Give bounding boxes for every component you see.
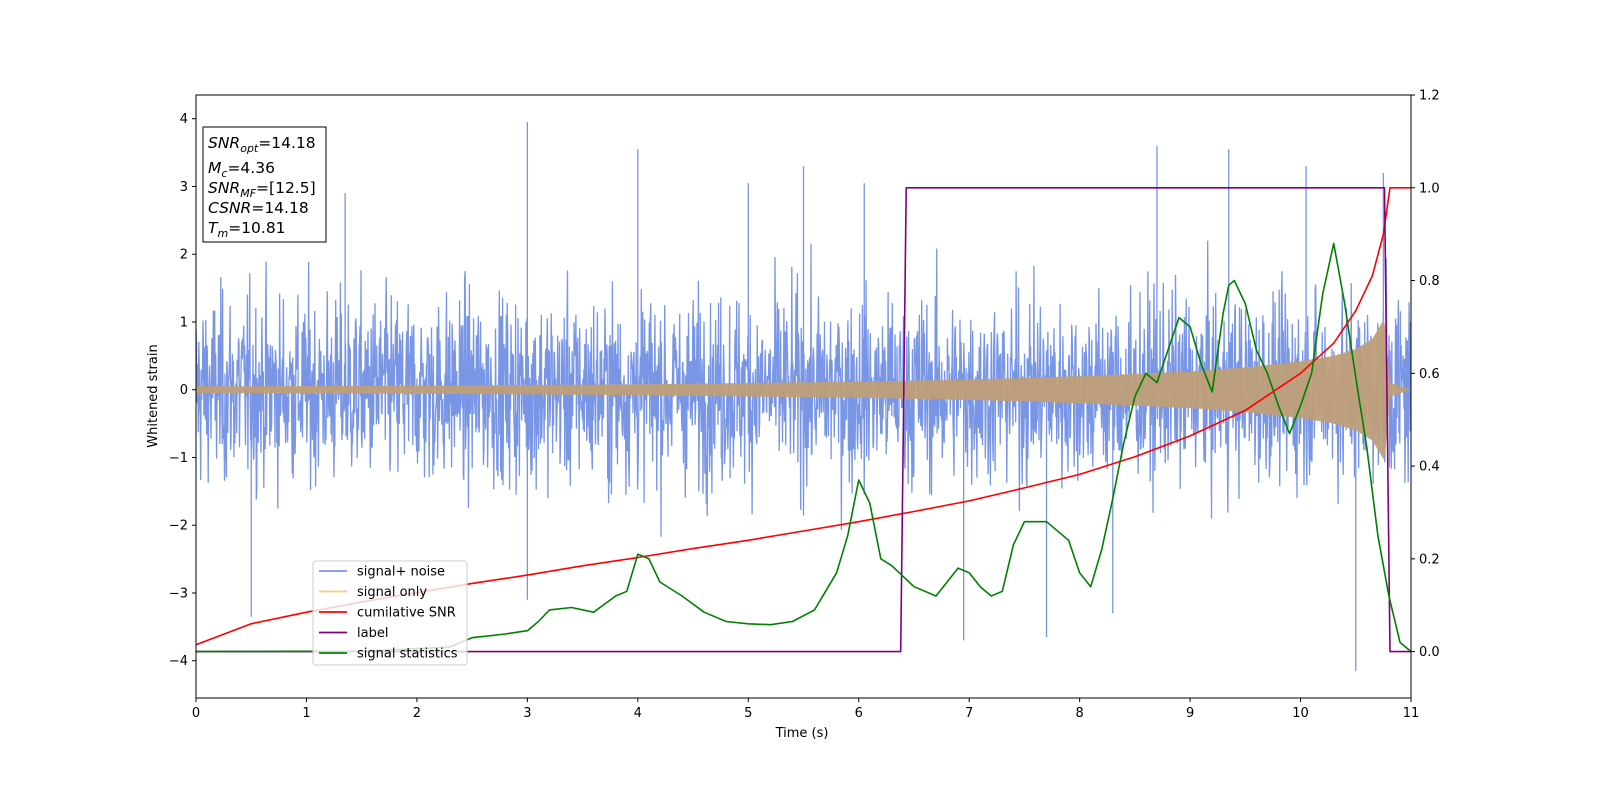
x-tick-label: 0	[192, 706, 200, 721]
info-box: SNRopt=14.18 Mc=4.36 SNRMF=[12.5] CSNR=1…	[202, 126, 327, 243]
y-tick-label: 4	[180, 112, 188, 127]
series-signal-statistics	[196, 242, 1411, 653]
x-axis-label: Time (s)	[775, 726, 829, 741]
y-tick-label: 2	[180, 248, 188, 263]
x-tick-label: 2	[413, 706, 421, 721]
x-tick-label: 7	[965, 706, 973, 721]
y2-tick-label: 0.4	[1419, 460, 1440, 475]
info-snr-mf: SNRMF=[12.5]	[208, 179, 316, 200]
x-tick-label: 11	[1403, 706, 1420, 721]
x-tick-label: 1	[302, 706, 310, 721]
x-tick-label: 5	[744, 706, 752, 721]
legend-label: signal+ noise	[357, 565, 445, 580]
x-axis: 0 1 2 3 4 5 6 7 8 9 10 11	[192, 698, 1419, 721]
y-axis-left: −4 −3 −2 −1 0 1 2 3 4	[169, 112, 196, 669]
y-axis-label: Whitened strain	[146, 344, 161, 447]
y-axis-right: 0.0 0.2 0.4 0.6 0.8 1.0 1.2	[1411, 89, 1440, 660]
legend-frame	[312, 560, 468, 666]
series-label	[196, 187, 1411, 653]
x-tick-label: 8	[1075, 706, 1083, 721]
info-tm: Tm=10.81	[208, 219, 286, 240]
legend: signal+ noise signal only cumilative SNR la…	[312, 560, 468, 666]
plot-frame	[195, 94, 1412, 699]
y-tick-label: −3	[169, 586, 188, 601]
x-tick-label: 3	[523, 706, 531, 721]
y2-tick-label: 0.8	[1419, 274, 1440, 289]
y2-tick-label: 1.0	[1419, 181, 1440, 196]
y-tick-label: 0	[180, 383, 188, 398]
y2-tick-label: 0.0	[1419, 645, 1440, 660]
y-tick-label: −2	[169, 519, 188, 534]
info-box-frame	[202, 126, 327, 243]
y2-tick-label: 1.2	[1419, 89, 1440, 104]
y-tick-label: −1	[169, 451, 188, 466]
y-tick-label: 1	[180, 315, 188, 330]
y2-tick-label: 0.2	[1419, 552, 1440, 567]
x-tick-label: 6	[855, 706, 863, 721]
x-tick-label: 4	[634, 706, 642, 721]
x-tick-label: 10	[1292, 706, 1309, 721]
info-snr-opt: SNRopt=14.18	[208, 134, 316, 155]
series-signal-only	[196, 320, 1411, 460]
y-tick-label: 3	[180, 180, 188, 195]
info-csnr: CSNR=14.18	[208, 199, 309, 217]
y2-tick-label: 0.6	[1419, 367, 1440, 382]
legend-label: signal statistics	[357, 647, 458, 662]
info-mc: Mc=4.36	[208, 159, 275, 180]
x-tick-label: 9	[1186, 706, 1194, 721]
legend-label: signal only	[357, 585, 427, 600]
y-tick-label: −4	[169, 654, 188, 669]
legend-label: label	[357, 626, 388, 641]
legend-label: cumilative SNR	[357, 606, 456, 621]
